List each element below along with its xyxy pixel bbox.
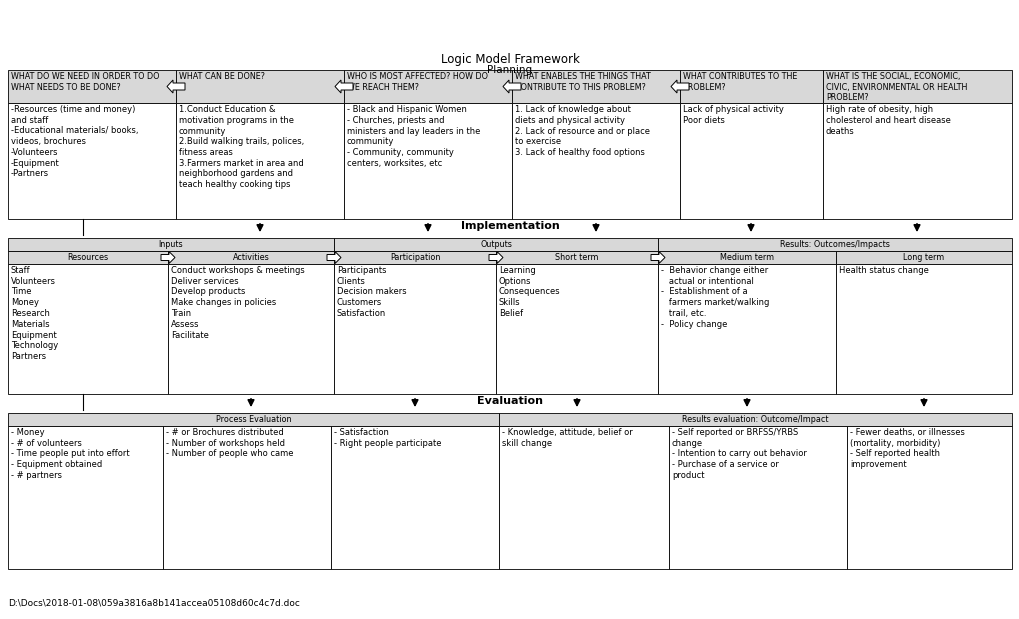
- Text: WHAT CAN BE DONE?: WHAT CAN BE DONE?: [178, 72, 265, 81]
- Text: High rate of obesity, high
cholesterol and heart disease
deaths: High rate of obesity, high cholesterol a…: [825, 105, 950, 136]
- Bar: [331, 426, 498, 569]
- Bar: [8, 70, 176, 103]
- Text: Planning: Planning: [487, 65, 532, 75]
- Bar: [836, 251, 1011, 264]
- Text: WHO IS MOST AFFECTED? HOW DO
WE REACH THEM?: WHO IS MOST AFFECTED? HOW DO WE REACH TH…: [346, 72, 487, 92]
- Text: D:\Docs\2018-01-08\059a3816a8b141accea05108d60c4c7d.doc: D:\Docs\2018-01-08\059a3816a8b141accea05…: [8, 598, 300, 607]
- Text: - Self reported or BRFSS/YRBS
change
- Intention to carry out behavior
- Purchas: - Self reported or BRFSS/YRBS change - I…: [672, 428, 806, 480]
- Bar: [846, 426, 1011, 569]
- Bar: [8, 103, 176, 219]
- Bar: [8, 238, 333, 251]
- Bar: [8, 426, 163, 569]
- Polygon shape: [502, 80, 521, 93]
- Text: WHAT IS THE SOCIAL, ECONOMIC,
CIVIC, ENVIRONMENTAL OR HEALTH
PROBLEM?: WHAT IS THE SOCIAL, ECONOMIC, CIVIC, ENV…: [825, 72, 966, 103]
- Text: Evaluation: Evaluation: [477, 396, 542, 406]
- Bar: [8, 264, 168, 394]
- Bar: [343, 70, 512, 103]
- Text: 1. Lack of knowledge about
diets and physical activity
2. Lack of resource and o: 1. Lack of knowledge about diets and phy…: [515, 105, 649, 157]
- Bar: [498, 426, 668, 569]
- Text: Activities: Activities: [232, 253, 269, 262]
- Text: -Resources (time and money)
and staff
-Educational materials/ books,
videos, bro: -Resources (time and money) and staff -E…: [11, 105, 139, 178]
- Text: - Fewer deaths, or illnesses
(mortality, morbidity)
- Self reported health
impro: - Fewer deaths, or illnesses (mortality,…: [849, 428, 964, 469]
- Bar: [680, 103, 822, 219]
- Bar: [333, 238, 657, 251]
- Text: Long term: Long term: [903, 253, 944, 262]
- Bar: [512, 103, 680, 219]
- Bar: [176, 70, 343, 103]
- Text: Medium term: Medium term: [719, 253, 773, 262]
- Polygon shape: [161, 251, 175, 264]
- Text: Learning
Options
Consequences
Skills
Belief: Learning Options Consequences Skills Bel…: [498, 266, 560, 318]
- Text: Process Evaluation: Process Evaluation: [216, 415, 291, 424]
- Text: Logic Model Framework: Logic Model Framework: [440, 53, 579, 66]
- Polygon shape: [327, 251, 340, 264]
- Bar: [168, 251, 333, 264]
- Text: WHAT DO WE NEED IN ORDER TO DO
WHAT NEEDS TO BE DONE?: WHAT DO WE NEED IN ORDER TO DO WHAT NEED…: [11, 72, 159, 92]
- Bar: [498, 413, 1011, 426]
- Polygon shape: [650, 251, 664, 264]
- Bar: [512, 70, 680, 103]
- Bar: [176, 103, 343, 219]
- Text: Staff
Volunteers
Time
Money
Research
Materials
Equipment
Technology
Partners: Staff Volunteers Time Money Research Mat…: [11, 266, 58, 361]
- Text: WHAT CONTRIBUTES TO THE
PROBLEM?: WHAT CONTRIBUTES TO THE PROBLEM?: [683, 72, 797, 92]
- Text: Outputs: Outputs: [480, 240, 512, 249]
- Text: Resources: Resources: [67, 253, 108, 262]
- Bar: [163, 426, 331, 569]
- Polygon shape: [488, 251, 502, 264]
- Text: Results: Outcomes/Impacts: Results: Outcomes/Impacts: [780, 240, 889, 249]
- Bar: [343, 103, 512, 219]
- Text: 1.Conduct Education &
motivation programs in the
community
2.Build walking trail: 1.Conduct Education & motivation program…: [178, 105, 304, 189]
- Polygon shape: [671, 80, 688, 93]
- Text: Results evaluation: Outcome/Impact: Results evaluation: Outcome/Impact: [682, 415, 828, 424]
- Bar: [657, 264, 836, 394]
- Bar: [168, 264, 333, 394]
- Bar: [495, 264, 657, 394]
- Text: Participation: Participation: [389, 253, 440, 262]
- Text: Lack of physical activity
Poor diets: Lack of physical activity Poor diets: [683, 105, 784, 125]
- Text: - Black and Hispanic Women
- Churches, priests and
ministers and lay leaders in : - Black and Hispanic Women - Churches, p…: [346, 105, 480, 168]
- Text: - # or Brochures distributed
- Number of workshops held
- Number of people who c: - # or Brochures distributed - Number of…: [166, 428, 293, 459]
- Text: WHAT ENABLES THE THINGS THAT
CONTRIBUTE TO THIS PROBLEM?: WHAT ENABLES THE THINGS THAT CONTRIBUTE …: [515, 72, 650, 92]
- Text: - Money
- # of volunteers
- Time people put into effort
- Equipment obtained
- #: - Money - # of volunteers - Time people …: [11, 428, 129, 480]
- Bar: [495, 251, 657, 264]
- Text: - Satisfaction
- Right people participate: - Satisfaction - Right people participat…: [333, 428, 441, 448]
- Bar: [657, 251, 836, 264]
- Bar: [333, 251, 495, 264]
- Bar: [822, 70, 1011, 103]
- Bar: [333, 264, 495, 394]
- Text: Implementation: Implementation: [461, 221, 558, 231]
- Bar: [668, 426, 846, 569]
- Text: Participants
Clients
Decision makers
Customers
Satisfaction: Participants Clients Decision makers Cus…: [336, 266, 407, 318]
- Polygon shape: [167, 80, 184, 93]
- Bar: [8, 413, 498, 426]
- Text: Short term: Short term: [554, 253, 598, 262]
- Text: Health status change: Health status change: [839, 266, 928, 275]
- Text: - Knowledge, attitude, belief or
skill change: - Knowledge, attitude, belief or skill c…: [501, 428, 632, 448]
- Bar: [680, 70, 822, 103]
- Text: Inputs: Inputs: [159, 240, 183, 249]
- Text: Conduct workshops & meetings
Deliver services
Develop products
Make changes in p: Conduct workshops & meetings Deliver ser…: [171, 266, 305, 339]
- Bar: [822, 103, 1011, 219]
- Bar: [8, 251, 168, 264]
- Text: -  Behavior change either
   actual or intentional
-  Establishment of a
   farm: - Behavior change either actual or inten…: [660, 266, 768, 329]
- Bar: [657, 238, 1011, 251]
- Bar: [836, 264, 1011, 394]
- Polygon shape: [334, 80, 353, 93]
